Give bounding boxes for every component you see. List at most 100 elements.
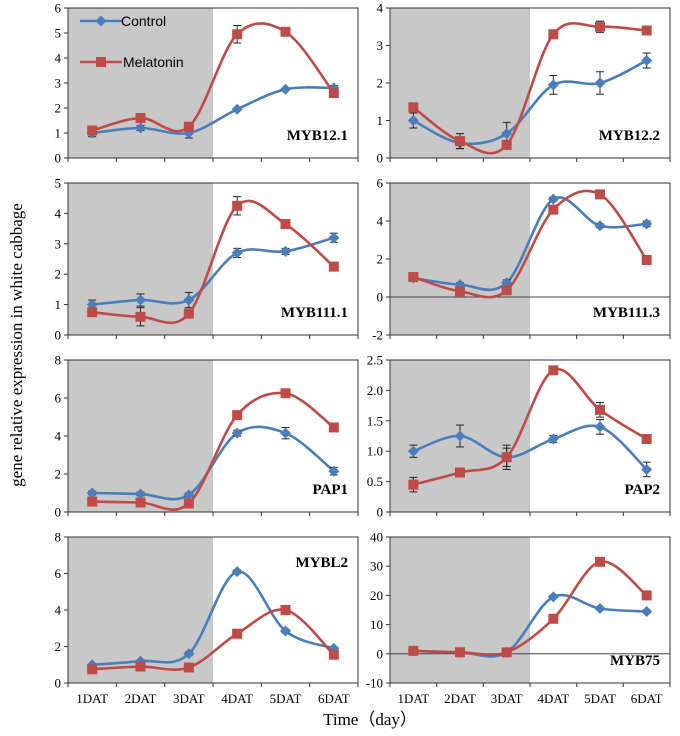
panel-myb111-1-control-point	[280, 245, 291, 257]
panel-myb12-1: 0 1 2 3 4 5 6 MYB12.1	[55, 1, 359, 166]
panel-myb75-xtick-label: 6DAT	[631, 691, 663, 706]
panel-myb111-1: 0 1 2 3 4 5 MYB111.1	[55, 176, 359, 343]
panel-pap1-control-point	[86, 487, 98, 499]
panel-myb75-xtick-label: 5DAT	[584, 691, 616, 706]
panel-myb111-1-control-point	[183, 294, 195, 306]
panel-myb12-1-melatonin-point	[280, 26, 291, 37]
panel-pap2-ytick-label: 2.0	[367, 383, 383, 398]
panel-pap1-control-point	[280, 427, 291, 439]
panel-mybl2-xtick-label: 4DAT	[221, 691, 253, 706]
panel-myb111-3-ytick-label: -2	[372, 328, 383, 343]
panel-mybl2-melatonin-point	[280, 605, 291, 615]
panel-myb12-1-ytick-label: 1	[55, 126, 62, 141]
legend-melatonin-label: Melatonin	[123, 54, 184, 70]
panel-myb111-3: -2 0 2 4 6 MYB111.3	[372, 176, 671, 343]
panel-myb111-1-ytick-label: 2	[55, 267, 62, 282]
panel-myb12-1-ytick-label: 4	[55, 51, 62, 66]
panel-mybl2-xtick-label: 5DAT	[270, 691, 302, 706]
y-axis-title: gene relative expression in white cabbag…	[7, 203, 26, 487]
panel-pap2: 0 0.5 1.0 1.5 2.0 2.5 PAP2	[367, 353, 671, 520]
panel-myb111-3-shaded-region	[390, 183, 530, 335]
panel-myb111-1-melatonin-point	[232, 200, 243, 211]
panel-mybl2-melatonin-point	[135, 661, 146, 672]
panel-myb111-1-ytick-label: 0	[55, 328, 62, 343]
panel-myb111-1-ytick-label: 5	[55, 176, 62, 191]
panel-myb12-1-ytick-label: 6	[55, 1, 62, 16]
panel-myb12-1-melatonin-point	[328, 88, 339, 98]
panel-pap2-ytick-label: 0.5	[367, 474, 383, 489]
panel-myb75-shaded-region	[390, 537, 530, 683]
panel-myb75-ytick-label: 10	[370, 617, 383, 632]
panel-myb75-ytick-label: 0	[377, 646, 384, 661]
panel-pap1-ytick-label: 2	[55, 467, 62, 482]
panel-myb75-ytick-label: 20	[370, 588, 383, 603]
panel-pap2-control-point	[594, 421, 606, 433]
panel-myb111-3-melatonin-point	[408, 272, 419, 283]
panel-myb12-1-ytick-label: 5	[55, 26, 62, 41]
panel-mybl2-xtick-label: 1DAT	[76, 691, 108, 706]
panel-pap1-melatonin-point	[135, 497, 146, 508]
panel-myb12-2-ytick-label: 1	[377, 113, 384, 128]
panel-pap1-melatonin-point	[183, 498, 194, 509]
panel-myb111-1-control-point	[231, 247, 243, 259]
panel-pap1-control-point	[328, 465, 340, 477]
panel-mybl2-ytick-label: 0	[55, 676, 62, 691]
panel-pap2-melatonin-point	[455, 467, 465, 478]
panel-pap2-control-point	[407, 445, 419, 457]
panel-mybl2-control-point	[231, 566, 243, 578]
panel-pap1-shaded-region	[68, 360, 213, 512]
panel-myb12-2-control-point	[547, 79, 559, 91]
panel-pap2-ytick-label: 2.5	[367, 353, 383, 368]
panel-myb12-2-melatonin-point	[548, 29, 559, 40]
panel-myb111-1-melatonin-point	[87, 307, 98, 318]
panel-myb75-control-point	[547, 591, 559, 603]
panel-pap1-ytick-label: 6	[55, 391, 62, 406]
legend: Control Melatonin	[80, 13, 184, 70]
panel-myb75-melatonin-point	[408, 645, 419, 656]
panel-myb111-3-ytick-label: 0	[377, 290, 384, 305]
panel-mybl2-control-point	[183, 648, 195, 660]
panel-myb12-1-melatonin-point	[232, 29, 243, 40]
legend-melatonin-marker	[96, 57, 106, 67]
panel-myb111-1-melatonin-point	[135, 311, 146, 322]
panel-myb111-1-ytick-label: 4	[55, 206, 62, 221]
panel-pap1-ytick-label: 4	[55, 429, 62, 444]
panel-pap2-ytick-label: 1.5	[367, 413, 383, 428]
panel-myb75-melatonin-point	[548, 613, 559, 624]
panel-pap2-melatonin-point	[408, 479, 419, 490]
panel-pap2-ytick-label: 0	[377, 505, 384, 520]
panel-myb111-1-melatonin-point	[183, 308, 194, 319]
panel-myb111-3-gene-label: MYB111.3	[593, 305, 660, 321]
panel-myb75-xtick-label: 1DAT	[397, 691, 429, 706]
panel-pap1-melatonin-point	[328, 422, 339, 433]
panel-myb111-3-melatonin-point	[548, 204, 559, 215]
panel-pap2-melatonin-point	[548, 365, 559, 376]
panel-pap2-control-point	[641, 463, 653, 475]
panel-mybl2-melatonin-point	[183, 662, 194, 673]
panel-mybl2-ytick-label: 8	[55, 530, 62, 545]
panel-myb111-3-melatonin-point	[455, 286, 465, 297]
panel-mybl2: 0 2 4 6 8 1DAT 2DAT 3DAT 4DAT 5DAT 6DAT MYBL2	[55, 530, 359, 706]
panel-pap2-control-point	[547, 433, 559, 445]
panel-myb75-xtick-label: 3DAT	[491, 691, 523, 706]
panel-myb12-2-ytick-label: 2	[377, 76, 384, 91]
panel-pap1-control-point	[135, 488, 146, 500]
panel-mybl2-ytick-label: 4	[55, 603, 62, 618]
panel-mybl2-control-point	[280, 625, 291, 637]
panel-pap1-ytick-label: 8	[55, 353, 62, 368]
panel-mybl2-ytick-label: 2	[55, 639, 62, 654]
panel-myb12-2-melatonin-point	[595, 21, 605, 32]
panel-pap2-melatonin-point	[501, 452, 512, 463]
panel-myb12-2-ytick-label: 3	[377, 38, 384, 53]
panel-pap2-gene-label: PAP2	[624, 482, 660, 498]
panel-myb75-gene-label: MYB75	[610, 653, 660, 669]
panel-myb12-1-control-point	[280, 83, 291, 95]
panel-myb111-3-control-point	[641, 218, 653, 230]
panel-myb12-1-ytick-label: 2	[55, 101, 62, 116]
panel-myb75-xtick-label: 4DAT	[537, 691, 569, 706]
panel-myb12-1-melatonin-point	[135, 113, 146, 123]
panels-layer: 0 1 2 3 4 5 6 MYB12.1 0 1 2 3 4 MYB12.2 0 1 2 3 4 5 MYB111.1…	[55, 1, 671, 706]
legend-item-melatonin: Melatonin	[80, 54, 184, 70]
panel-myb75-xtick-label: 2DAT	[444, 691, 476, 706]
